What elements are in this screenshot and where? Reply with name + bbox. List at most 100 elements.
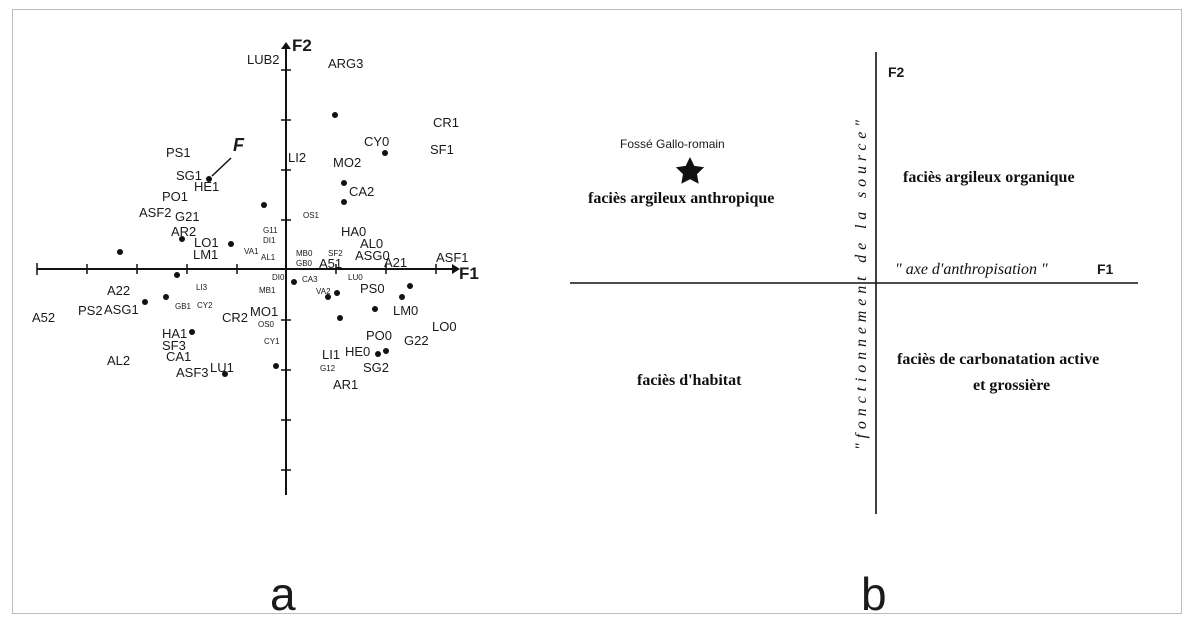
figure-frame xyxy=(12,9,1182,614)
f2-axis-a-title: F2 xyxy=(292,36,312,55)
point-label: AL2 xyxy=(107,353,130,368)
f2-axis-b-title: F2 xyxy=(888,64,905,80)
point-label: GB1 xyxy=(175,302,192,311)
point-marker xyxy=(142,299,148,305)
point-label: MO1 xyxy=(250,304,278,319)
point-label: VA1 xyxy=(244,247,259,256)
point-markers xyxy=(117,112,413,377)
point-marker xyxy=(179,236,185,242)
point-label: A52 xyxy=(32,310,55,325)
point-label: G12 xyxy=(320,364,336,373)
point-label: HE1 xyxy=(194,179,219,194)
point-marker xyxy=(174,272,180,278)
point-label: CY2 xyxy=(197,301,213,310)
star-icon xyxy=(675,157,705,184)
f-marker-label: F xyxy=(233,135,245,155)
panel-a: F2 F1 F xyxy=(32,36,479,620)
point-label: PO1 xyxy=(162,189,188,204)
point-marker xyxy=(325,294,331,300)
point-label: SG2 xyxy=(363,360,389,375)
point-label: PS0 xyxy=(360,281,385,296)
point-marker xyxy=(375,351,381,357)
point-label: HA1 xyxy=(162,326,187,341)
point-label: G11 xyxy=(263,226,278,235)
point-label: CY1 xyxy=(264,337,280,346)
point-label: DI0 xyxy=(272,273,285,282)
point-label: ASG1 xyxy=(104,302,139,317)
point-marker xyxy=(117,249,123,255)
point-label: SF3 xyxy=(162,338,186,353)
f1-axis-description: " axe d'anthropisation " xyxy=(895,261,1048,278)
point-marker xyxy=(163,294,169,300)
point-label: CA3 xyxy=(302,275,318,284)
point-label: VA2 xyxy=(316,287,331,296)
panel-b-caption: b xyxy=(861,568,887,620)
f2-axis-description: "fonctionnement de la source" xyxy=(853,120,870,450)
point-label: PS1 xyxy=(166,145,191,160)
point-label: ASG0 xyxy=(355,248,390,263)
point-label: ASF3 xyxy=(176,365,209,380)
point-marker xyxy=(228,241,234,247)
point-label: CY0 xyxy=(364,134,389,149)
quadrant-upper-right: faciès argileux organique xyxy=(903,169,1075,186)
point-marker xyxy=(334,290,340,296)
point-label: AR1 xyxy=(333,377,358,392)
quadrant-lower-right-line1: faciès de carbonatation active xyxy=(897,351,1099,368)
point-marker xyxy=(341,199,347,205)
point-label: MO2 xyxy=(333,155,361,170)
point-label: LI1 xyxy=(322,347,340,362)
point-label: LI3 xyxy=(196,283,208,292)
point-label: G21 xyxy=(175,209,200,224)
point-label: DI1 xyxy=(263,236,276,245)
f1-axis-b-title: F1 xyxy=(1097,261,1114,277)
point-marker xyxy=(382,150,388,156)
point-label: MB1 xyxy=(259,286,276,295)
point-label: AR2 xyxy=(171,224,196,239)
quadrant-lower-right-line2: et grossière xyxy=(973,377,1050,394)
point-marker xyxy=(372,306,378,312)
point-marker xyxy=(291,279,297,285)
point-marker xyxy=(189,329,195,335)
point-label: GB0 xyxy=(296,259,313,268)
point-label: SF2 xyxy=(328,249,343,258)
point-label: AL0 xyxy=(360,236,383,251)
point-marker xyxy=(222,371,228,377)
point-label: A21 xyxy=(384,255,407,270)
point-label: G22 xyxy=(404,333,429,348)
point-marker xyxy=(332,112,338,118)
point-label: SF1 xyxy=(430,142,454,157)
point-label: OS1 xyxy=(303,211,320,220)
point-label: CA2 xyxy=(349,184,374,199)
quadrant-upper-left: faciès argileux anthropique xyxy=(588,190,774,207)
quadrant-lower-left: faciès d'habitat xyxy=(637,372,742,389)
point-label: CR1 xyxy=(433,115,459,130)
point-label: LI2 xyxy=(288,150,306,165)
panel-a-caption: a xyxy=(270,568,296,620)
point-marker xyxy=(206,176,212,182)
star-label: Fossé Gallo-romain xyxy=(620,137,725,151)
point-marker xyxy=(273,363,279,369)
point-label: HA0 xyxy=(341,224,366,239)
f2-axis-a-arrow xyxy=(281,42,291,49)
point-label: PO0 xyxy=(366,328,392,343)
point-label: CA1 xyxy=(166,349,191,364)
point-label: ASF1 xyxy=(436,250,469,265)
point-label: CR2 xyxy=(222,310,248,325)
point-labels: LUB2 ARG3 CR1 PS1 CY0 SF1 MO2 LI2 SG1 HE… xyxy=(32,52,469,392)
f1-axis-a-title: F1 xyxy=(459,264,479,283)
point-marker xyxy=(261,202,267,208)
point-label: AL1 xyxy=(261,253,276,262)
point-label: LM0 xyxy=(393,303,418,318)
point-label: LM1 xyxy=(193,247,218,262)
point-label: LO0 xyxy=(432,319,457,334)
point-label: A22 xyxy=(107,283,130,298)
point-label: LO1 xyxy=(194,235,219,250)
point-label: OS0 xyxy=(258,320,275,329)
point-label: SG1 xyxy=(176,168,202,183)
point-label: ASF2 xyxy=(139,205,172,220)
panel-b: F2 F1 Fossé Gallo-romain faciès argileux… xyxy=(570,52,1138,620)
point-marker xyxy=(399,294,405,300)
point-label: HE0 xyxy=(345,344,370,359)
point-label: ARG3 xyxy=(328,56,363,71)
